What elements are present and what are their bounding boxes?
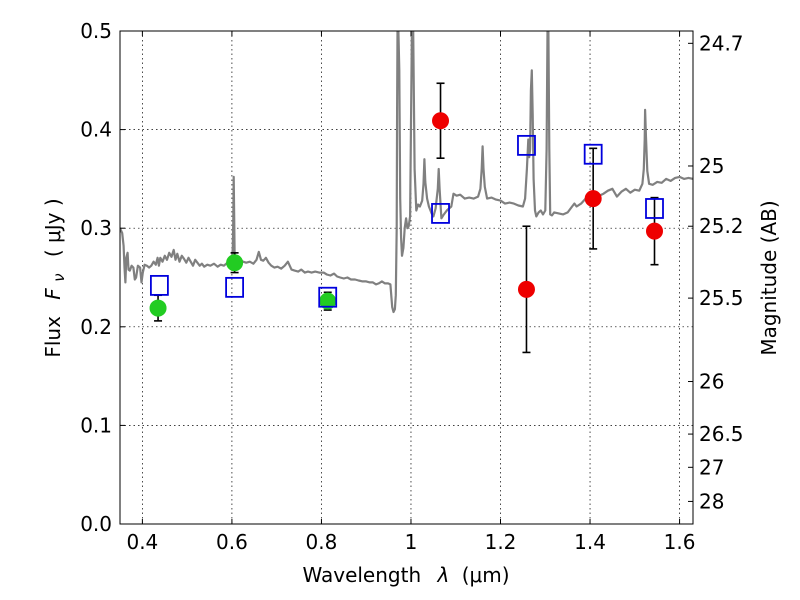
spectrum-line	[120, 31, 693, 314]
y-tick-label: 0.2	[80, 315, 112, 339]
model-square-marker	[583, 143, 603, 165]
data-point-marker	[226, 254, 244, 272]
mag-tick-label: 25.2	[699, 214, 744, 238]
y-tick-label: 0.5	[80, 19, 112, 43]
y-tick-label: 0.3	[80, 216, 112, 240]
model-square-marker	[149, 274, 169, 296]
model-square-marker	[225, 276, 245, 298]
mag-tick-label: 25.5	[699, 286, 744, 310]
x-axis-label-unit: (μm)	[462, 563, 510, 587]
model-square-marker	[431, 203, 450, 224]
model-square-marker	[318, 286, 338, 308]
x-tick-label: 1.6	[664, 530, 696, 554]
y-axis-label-symbol: F	[41, 288, 65, 300]
x-tick-label: 0.4	[126, 530, 158, 554]
y-axis-label-unit: ( μJy )	[41, 198, 65, 257]
series-1	[432, 82, 664, 354]
x-tick-label: 1.4	[574, 530, 606, 554]
x-axis-label-text: Wavelength	[302, 563, 421, 587]
y-axis-label-text: Flux	[41, 316, 65, 358]
y-tick-label: 0.4	[80, 118, 112, 142]
y-tick-label: 0.1	[80, 413, 112, 437]
x-axis-label-symbol: λ	[437, 563, 450, 587]
model-square-marker	[517, 134, 536, 156]
mag-tick-label: 25	[699, 154, 724, 178]
x-tick-label: 1.2	[485, 530, 517, 554]
mag-tick-label: 26.5	[699, 422, 744, 446]
x-tick-label: 1	[405, 530, 418, 554]
plot-frame	[119, 30, 694, 525]
y-tick-label: 0.0	[80, 512, 112, 536]
data-point-marker	[584, 190, 602, 208]
axes-ticks: 0.4 0.6 0.8 1 1.2 1.4 1.6 0.0 0.1 0.2 0.3 0.4 0.5 24.…	[80, 19, 743, 554]
mag-tick-label: 28	[699, 489, 724, 513]
y-axis-label-subscript: ν	[50, 273, 68, 281]
data-point-marker	[646, 222, 664, 240]
x-tick-label: 0.8	[306, 530, 338, 554]
mag-tick-label: 27	[699, 455, 724, 479]
model-square-marker	[645, 198, 664, 219]
y2-axis-label: Magnitude (AB)	[757, 200, 781, 355]
mag-tick-label: 24.7	[699, 31, 744, 55]
grid	[120, 31, 693, 524]
data-point-marker	[149, 299, 167, 317]
plot-area	[120, 31, 693, 354]
x-tick-label: 0.6	[216, 530, 248, 554]
series-2	[149, 134, 664, 308]
x-axis-label: Wavelength λ (μm)	[302, 563, 509, 587]
data-point-marker	[432, 112, 450, 130]
data-point-marker	[517, 280, 535, 298]
mag-tick-label: 26	[699, 370, 724, 394]
y-axis-label: Flux F ν ( μJy )	[41, 198, 69, 357]
